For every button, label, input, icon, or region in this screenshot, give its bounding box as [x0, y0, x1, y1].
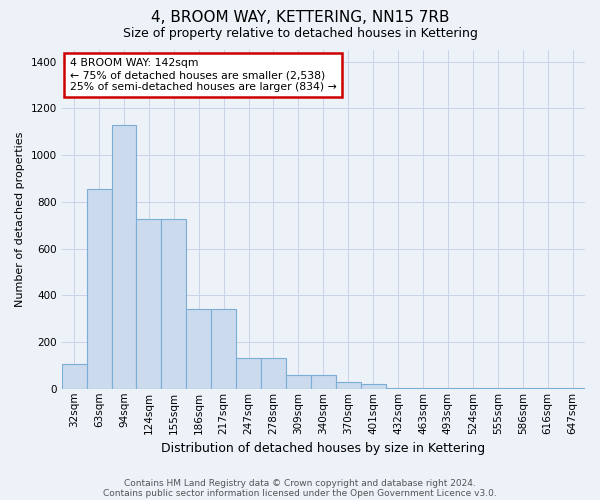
- Bar: [386, 388, 410, 389]
- Bar: [261, 358, 286, 389]
- Bar: [410, 388, 436, 389]
- Bar: [286, 374, 311, 389]
- Bar: [136, 220, 161, 389]
- Text: Contains HM Land Registry data © Crown copyright and database right 2024.: Contains HM Land Registry data © Crown c…: [124, 478, 476, 488]
- Bar: [112, 125, 136, 389]
- Bar: [161, 220, 186, 389]
- Text: 4 BROOM WAY: 142sqm
← 75% of detached houses are smaller (2,538)
25% of semi-det: 4 BROOM WAY: 142sqm ← 75% of detached ho…: [70, 58, 336, 92]
- Bar: [211, 310, 236, 389]
- X-axis label: Distribution of detached houses by size in Kettering: Distribution of detached houses by size …: [161, 442, 485, 455]
- Bar: [62, 364, 86, 389]
- Bar: [86, 189, 112, 389]
- Text: 4, BROOM WAY, KETTERING, NN15 7RB: 4, BROOM WAY, KETTERING, NN15 7RB: [151, 10, 449, 25]
- Bar: [236, 358, 261, 389]
- Bar: [485, 388, 510, 389]
- Bar: [460, 388, 485, 389]
- Text: Contains public sector information licensed under the Open Government Licence v3: Contains public sector information licen…: [103, 488, 497, 498]
- Bar: [311, 374, 336, 389]
- Bar: [361, 384, 386, 389]
- Y-axis label: Number of detached properties: Number of detached properties: [15, 132, 25, 307]
- Bar: [436, 388, 460, 389]
- Bar: [336, 382, 361, 389]
- Bar: [186, 310, 211, 389]
- Text: Size of property relative to detached houses in Kettering: Size of property relative to detached ho…: [122, 28, 478, 40]
